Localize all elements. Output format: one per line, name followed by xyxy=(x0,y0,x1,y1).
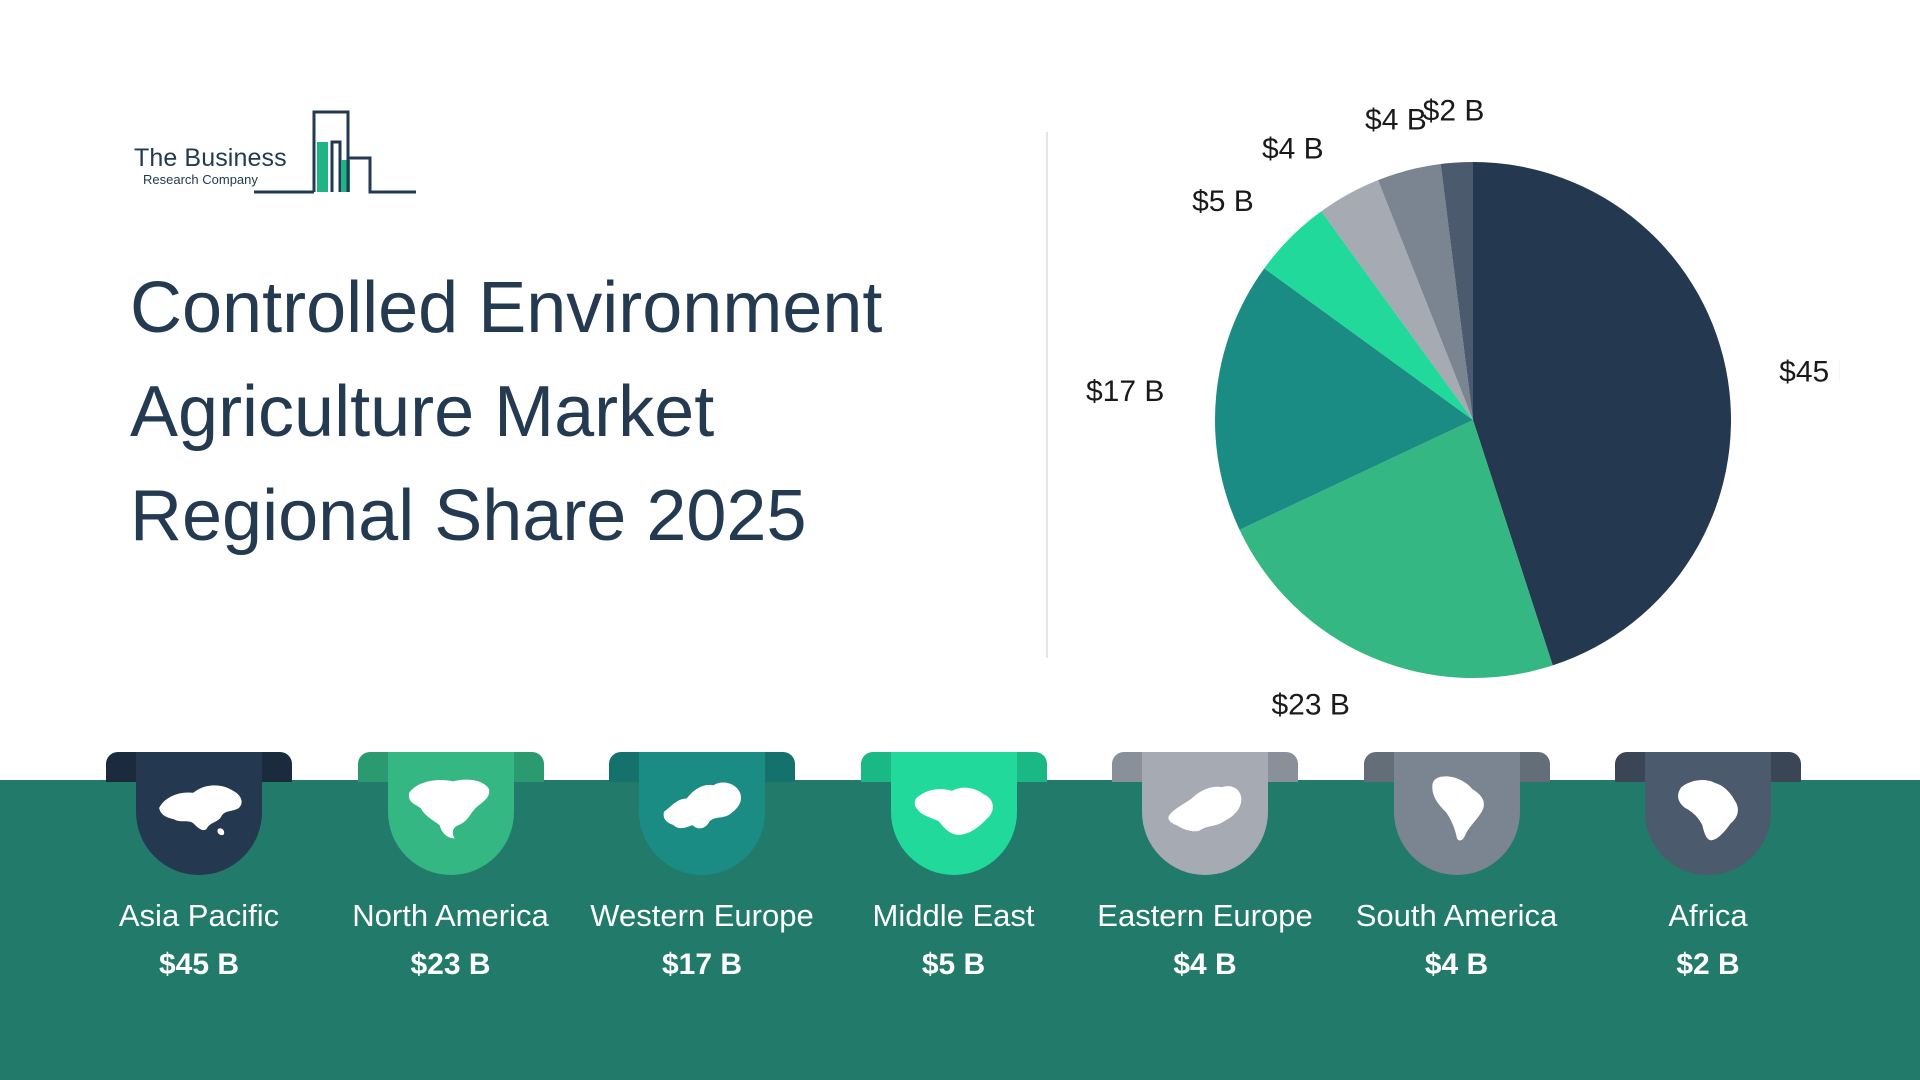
pie-slice-eastern-europe xyxy=(1321,180,1473,420)
region-name: Africa xyxy=(1668,898,1748,933)
pie-slice-africa xyxy=(1440,162,1473,420)
pie-label: $2 B xyxy=(1423,95,1485,128)
region-value: $45 B xyxy=(158,948,240,981)
region-value: $5 B xyxy=(921,948,986,981)
region-name: Asia Pacific xyxy=(118,898,280,933)
pie-slice-western-europe xyxy=(1215,268,1473,530)
region-value: $4 B xyxy=(1173,948,1237,981)
pie-label: $17 B xyxy=(1086,375,1164,408)
region-value: $23 B xyxy=(410,948,491,981)
logo-name: The Business xyxy=(134,144,287,172)
logo-subtitle: Research Company xyxy=(143,172,258,187)
eastern-europe-map-icon xyxy=(1168,786,1242,832)
pie-slice-south-america xyxy=(1378,164,1473,420)
title-line-1: Controlled Environment xyxy=(130,268,883,348)
pie-label: $5 B xyxy=(1192,185,1254,218)
title-line-3: Regional Share 2025 xyxy=(130,476,807,556)
region-value: $17 B xyxy=(661,948,743,981)
logo-buildings-icon xyxy=(254,110,416,194)
region-name: North America xyxy=(352,898,549,933)
pie-label: $23 B xyxy=(1271,689,1349,722)
africa-map-icon xyxy=(1678,779,1738,841)
pie-label: $4 B xyxy=(1365,104,1427,137)
region-value: $4 B xyxy=(1424,948,1489,981)
page-title: Controlled Environment Agriculture Marke… xyxy=(130,256,950,568)
region-card: Middle East $5 B xyxy=(860,752,1047,1000)
south-america-map-icon xyxy=(1431,776,1484,841)
asia-map-icon xyxy=(159,785,242,836)
region-card: Africa $2 B xyxy=(1615,752,1801,1000)
region-card: South America $4 B xyxy=(1356,752,1557,1000)
pie-slice-asia-pacific xyxy=(1473,162,1731,666)
region-card: North America $23 B xyxy=(352,752,549,1000)
pie-label: $4 B xyxy=(1262,132,1324,165)
region-name: South America xyxy=(1355,898,1558,933)
pie-chart: $45 B$23 B$17 B$5 B$4 B$4 B$2 B xyxy=(1086,95,1840,722)
region-card: Asia Pacific $45 B xyxy=(106,752,292,1000)
western-europe-map-icon xyxy=(663,782,742,829)
pie-slice-middle-east xyxy=(1264,211,1473,420)
pie-label: $45 B xyxy=(1779,356,1840,389)
region-name: Western Europe xyxy=(590,898,814,933)
pie-slice-north-america xyxy=(1239,420,1553,678)
region-name: Middle East xyxy=(872,898,1035,933)
middle-east-map-icon xyxy=(914,787,993,835)
region-name: Eastern Europe xyxy=(1097,898,1313,933)
company-logo: The Business Research Company xyxy=(134,108,419,198)
title-line-2: Agriculture Market xyxy=(130,372,715,452)
region-card: Eastern Europe $4 B xyxy=(1097,752,1313,1000)
vertical-divider xyxy=(1046,132,1048,658)
region-card: Western Europe $17 B xyxy=(590,752,814,1000)
region-value: $2 B xyxy=(1676,948,1740,981)
north-america-map-icon xyxy=(408,779,489,839)
